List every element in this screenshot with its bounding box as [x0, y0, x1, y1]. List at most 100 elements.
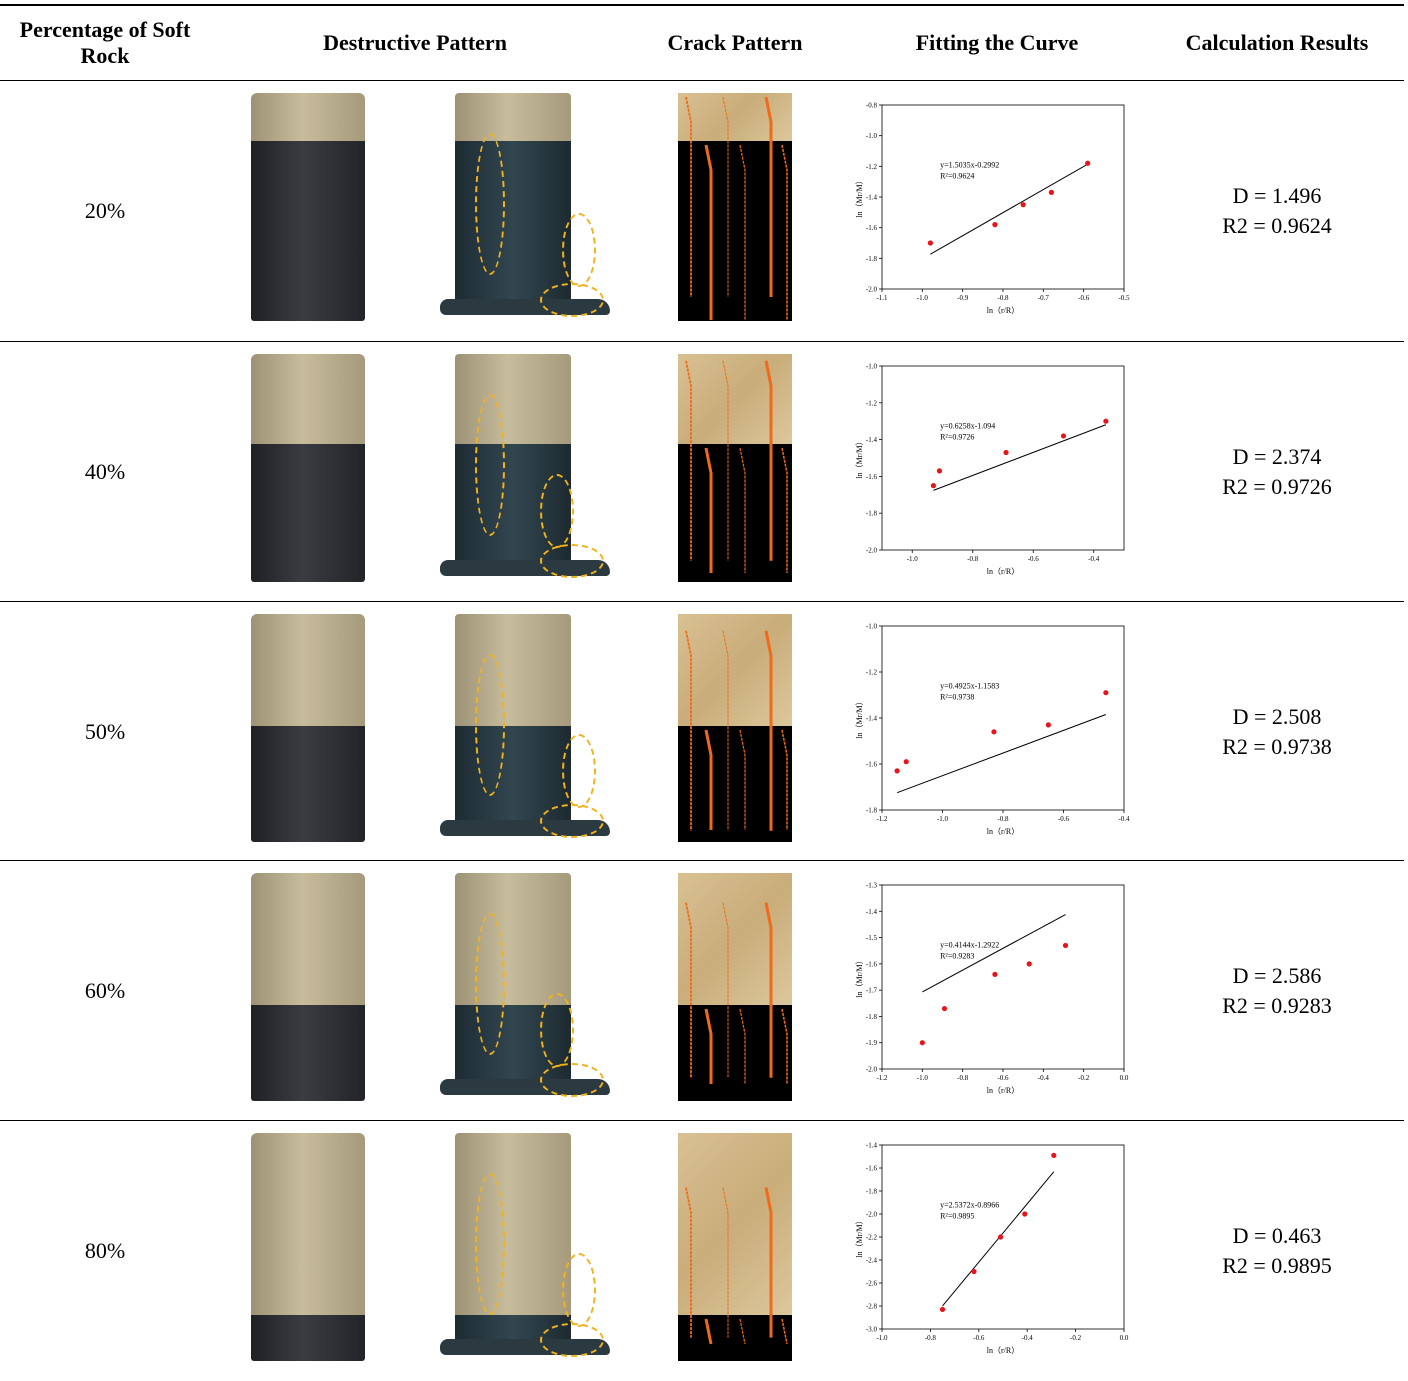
- plot-frame: [882, 105, 1124, 289]
- fit-chart: -1.1-1.0-0.9-0.8-0.7-0.6-0.5-2.0-1.8-1.6…: [852, 97, 1142, 323]
- crack-line: [686, 97, 691, 297]
- data-point: [940, 1307, 945, 1312]
- x-tick-label: -0.8: [925, 1334, 937, 1342]
- intact-specimen: [251, 93, 365, 321]
- y-tick-label: -1.6: [866, 1165, 878, 1173]
- failure-mark: [475, 1173, 505, 1315]
- data-point: [992, 972, 997, 977]
- header-cell: Fitting the Curve: [880, 10, 1114, 76]
- y-tick-label: -1.6: [866, 473, 878, 481]
- crack-line: [782, 145, 787, 320]
- crack-line: [723, 361, 728, 561]
- result-line: R2 = 0.9726: [1222, 472, 1332, 502]
- data-point: [1085, 161, 1090, 166]
- x-tick-label: -0.6: [1058, 815, 1070, 823]
- table-page: Percentage of Soft Rock Destructive Patt…: [0, 0, 1408, 1375]
- softrock-part: [251, 1315, 365, 1361]
- crack-line: [782, 448, 787, 573]
- fit-chart: -1.0-0.8-0.6-0.4-2.0-1.8-1.6-1.4-1.2-1.0…: [852, 358, 1142, 584]
- crack-line: [706, 730, 711, 830]
- y-tick-label: -1.0: [866, 132, 878, 140]
- x-tick-label: -0.6: [997, 1074, 1009, 1082]
- x-axis-label: ln（r/R）: [987, 1086, 1019, 1095]
- softrock-part: [251, 141, 365, 321]
- x-tick-label: -1.0: [917, 294, 929, 302]
- y-tick-label: -1.2: [866, 163, 878, 171]
- x-tick-label: -1.0: [917, 1074, 929, 1082]
- data-point: [1103, 690, 1108, 695]
- x-tick-label: -0.4: [1088, 555, 1100, 563]
- crack-line: [723, 903, 728, 1078]
- crack-line: [766, 1188, 771, 1338]
- intact-specimen: [251, 354, 365, 582]
- failure-mark: [540, 283, 604, 317]
- crack-line: [766, 97, 771, 297]
- data-point: [991, 729, 996, 734]
- data-point: [895, 768, 900, 773]
- crack-line: [782, 1009, 787, 1084]
- y-tick-label: -2.4: [866, 1257, 878, 1265]
- percentage-cell: 20%: [10, 81, 200, 341]
- y-tick-label: -1.4: [866, 436, 878, 444]
- y-tick-label: -1.8: [866, 1013, 878, 1021]
- data-point: [904, 759, 909, 764]
- data-point: [942, 1006, 947, 1011]
- failure-mark: [475, 133, 505, 275]
- y-tick-label: -1.3: [866, 882, 878, 890]
- y-tick-label: -1.4: [866, 715, 878, 723]
- y-tick-label: -1.6: [866, 761, 878, 769]
- result-line: R2 = 0.9738: [1222, 732, 1332, 762]
- header-cell: Destructive Pattern: [240, 10, 590, 76]
- crack-pattern: [678, 1133, 792, 1361]
- x-axis-label: ln（r/R）: [987, 567, 1019, 576]
- failure-mark: [475, 654, 505, 796]
- sandstone-part: [455, 614, 571, 726]
- y-tick-label: -1.0: [866, 623, 878, 631]
- y-axis-label: ln（Mr/M）: [855, 176, 864, 217]
- y-tick-label: -1.4: [866, 1142, 878, 1150]
- failure-mark: [540, 993, 574, 1067]
- crack-pattern: [678, 614, 792, 842]
- x-tick-label: -0.8: [957, 1074, 969, 1082]
- result-line: R2 = 0.9895: [1222, 1251, 1332, 1281]
- crack-lines: [678, 873, 792, 1101]
- r-squared: R²=0.9283: [940, 952, 974, 961]
- failure-mark: [540, 474, 574, 548]
- x-tick-label: -0.6: [973, 1334, 985, 1342]
- x-tick-label: -0.6: [1078, 294, 1090, 302]
- r-squared: R²=0.9895: [940, 1212, 974, 1221]
- failure-mark: [475, 913, 505, 1055]
- data-point: [937, 468, 942, 473]
- y-tick-label: -1.4: [866, 194, 878, 202]
- crack-lines: [678, 93, 792, 321]
- x-tick-label: -0.7: [1038, 294, 1050, 302]
- y-tick-label: -1.4: [866, 908, 878, 916]
- x-tick-label: 0.0: [1120, 1074, 1129, 1082]
- crack-line: [706, 145, 711, 320]
- crack-line: [766, 631, 771, 831]
- intact-specimen: [251, 873, 365, 1101]
- y-tick-label: -2.0: [866, 547, 878, 555]
- fit-line: [943, 1172, 1054, 1306]
- fit-line: [897, 715, 1106, 793]
- crack-line: [723, 97, 728, 297]
- sandstone-part: [455, 354, 571, 444]
- result-cell: D = 1.496R2 = 0.9624: [1150, 81, 1404, 341]
- y-tick-label: -2.2: [866, 1234, 878, 1242]
- x-tick-label: -1.0: [876, 1334, 888, 1342]
- crack-line: [686, 361, 691, 561]
- y-tick-label: -1.9: [866, 1039, 878, 1047]
- sandstone-part: [251, 93, 365, 141]
- y-tick-label: -2.0: [866, 286, 878, 294]
- crack-pattern: [678, 93, 792, 321]
- result-cell: D = 2.586R2 = 0.9283: [1150, 861, 1404, 1121]
- data-point: [1049, 190, 1054, 195]
- percentage-cell: 60%: [10, 861, 200, 1121]
- result-line: R2 = 0.9624: [1222, 211, 1332, 241]
- y-tick-label: -1.8: [866, 1188, 878, 1196]
- header-cell: Percentage of Soft Rock: [10, 10, 200, 76]
- intact-specimen: [251, 1133, 365, 1361]
- x-axis-label: ln（r/R）: [987, 1346, 1019, 1355]
- failure-mark: [540, 1063, 604, 1097]
- crack-line: [706, 1319, 711, 1344]
